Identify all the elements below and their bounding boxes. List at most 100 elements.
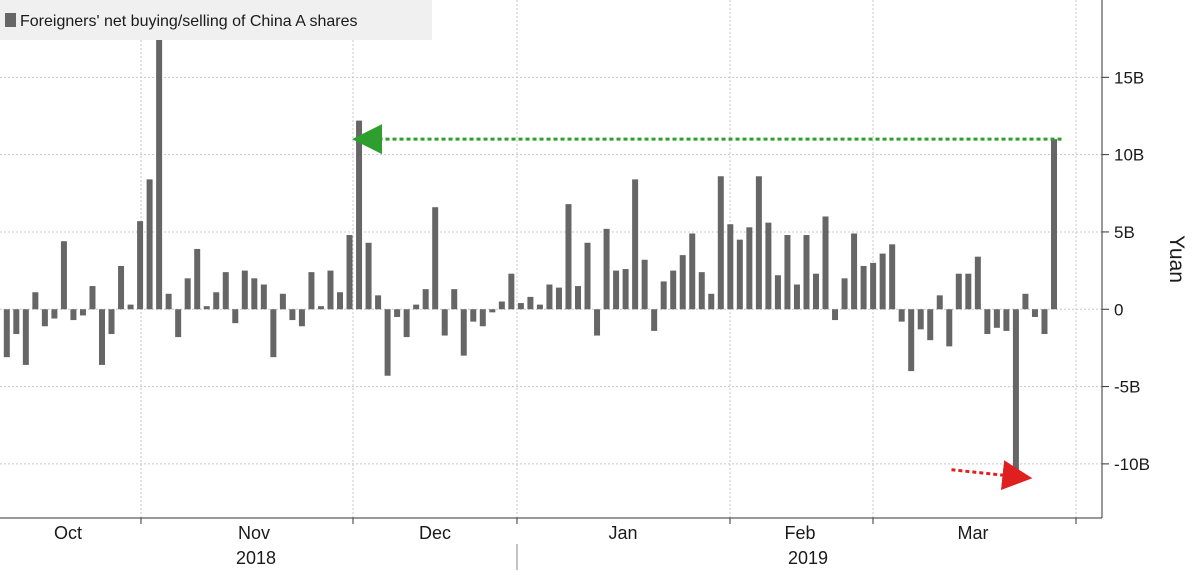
bar	[832, 309, 839, 321]
bar	[555, 287, 562, 310]
bar	[317, 306, 324, 310]
bar	[213, 292, 220, 310]
bar	[470, 309, 477, 322]
x-tick-label: Jan	[608, 523, 637, 543]
bar	[793, 284, 800, 310]
bar	[79, 309, 86, 316]
y-tick-label: 5B	[1114, 223, 1135, 242]
bar	[927, 309, 934, 341]
bar	[660, 281, 667, 310]
bar	[413, 304, 420, 310]
bar	[889, 244, 896, 310]
annotations	[352, 124, 1062, 491]
bar	[137, 221, 144, 310]
bar	[765, 222, 772, 310]
legend-label: Foreigners' net buying/selling of China …	[20, 13, 357, 30]
bar	[575, 286, 581, 310]
bar	[175, 309, 182, 338]
bar	[89, 286, 96, 310]
bar	[365, 242, 372, 310]
bars	[3, 38, 1057, 475]
legend-swatch	[5, 13, 16, 27]
bar	[565, 204, 572, 310]
x-tick-label: Mar	[958, 523, 989, 543]
y-axis-title: Yuan	[1165, 235, 1188, 283]
bar	[384, 309, 391, 376]
x-tick-label: Feb	[784, 523, 815, 543]
bar	[13, 309, 20, 334]
y-tick-label: 10B	[1114, 146, 1144, 165]
bar	[194, 248, 201, 310]
bar	[613, 270, 620, 310]
bar	[717, 176, 724, 310]
bar	[670, 270, 677, 310]
bar	[118, 265, 125, 310]
bar	[1051, 139, 1057, 310]
bar	[594, 309, 601, 336]
bar	[698, 272, 705, 310]
bar	[651, 309, 658, 331]
bar	[479, 309, 486, 327]
bar	[460, 309, 467, 356]
bar	[232, 309, 239, 324]
bar	[70, 309, 77, 321]
bar	[41, 309, 48, 327]
bar	[327, 270, 334, 310]
bar	[584, 242, 591, 310]
bar	[517, 303, 524, 310]
bar	[146, 179, 153, 310]
bar	[879, 253, 886, 310]
bar	[203, 306, 210, 310]
x-year-label: 2019	[788, 548, 828, 568]
bar	[679, 255, 686, 310]
bar	[99, 309, 105, 365]
bar	[736, 239, 743, 310]
axes: 15B 10B 5B 0 -5B -10B Oct Nov Dec Jan Feb Mar 2018 20…	[0, 0, 1150, 570]
bar	[375, 295, 382, 310]
bar	[289, 309, 296, 321]
bar	[851, 233, 858, 310]
bar	[936, 295, 943, 310]
bar	[536, 304, 543, 310]
bar	[965, 273, 972, 310]
x-year-label: 2018	[236, 548, 276, 568]
bar	[108, 309, 115, 334]
y-tick-label: -10B	[1114, 455, 1150, 474]
bar	[451, 289, 458, 310]
bar	[1003, 309, 1010, 331]
y-tick-label: 0	[1114, 300, 1123, 319]
bar	[279, 293, 286, 310]
bar	[270, 309, 277, 358]
bar	[993, 309, 1000, 328]
bar	[946, 309, 953, 347]
bar	[755, 176, 762, 310]
bar	[1031, 309, 1038, 317]
bar	[394, 309, 401, 317]
legend-background	[0, 0, 432, 40]
bar	[1022, 293, 1029, 310]
bar	[955, 273, 962, 310]
bar	[546, 284, 553, 310]
bar	[489, 309, 496, 313]
bar	[1041, 309, 1048, 334]
bar	[784, 235, 791, 310]
bar	[641, 259, 648, 310]
bar	[746, 227, 753, 310]
bar	[251, 278, 258, 310]
bar	[51, 309, 58, 319]
bar	[241, 270, 248, 310]
bar	[632, 179, 639, 310]
bar	[917, 309, 924, 330]
bar	[60, 241, 67, 310]
bar	[260, 284, 267, 310]
bar	[337, 292, 343, 310]
bar	[422, 289, 429, 310]
bar	[622, 269, 629, 310]
bar	[813, 273, 819, 310]
x-tick-label: Dec	[419, 523, 451, 543]
bar	[308, 272, 315, 310]
bar	[603, 228, 610, 310]
bar	[184, 278, 191, 310]
